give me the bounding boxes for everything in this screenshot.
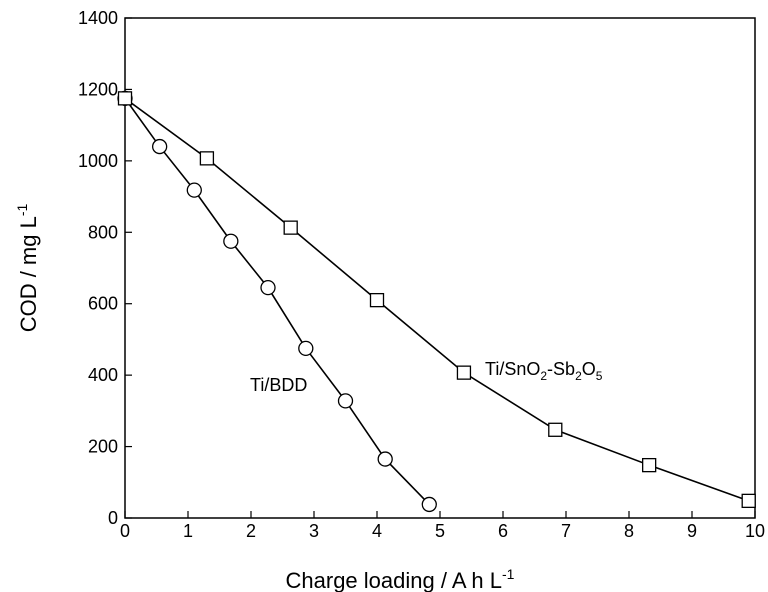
- circle-marker: [421, 496, 437, 513]
- x-tick-label: 9: [687, 521, 697, 541]
- circle-marker: [337, 393, 354, 409]
- x-tick-label: 6: [498, 521, 508, 541]
- ti-sno2-sb2o5-annotation: Ti/SnO2-Sb2O5: [485, 359, 603, 383]
- y-axis-label: COD / mg L-1: [14, 203, 41, 332]
- y-tick-label: 200: [88, 437, 118, 457]
- x-tick-label: 3: [309, 521, 319, 541]
- x-tick-label: 5: [435, 521, 445, 541]
- ti-bdd-annotation: Ti/BDD: [250, 375, 307, 395]
- square-marker: [642, 457, 657, 473]
- y-tick-label: 600: [88, 294, 118, 314]
- y-tick-label: 0: [108, 508, 118, 528]
- circle-marker: [260, 279, 276, 296]
- y-tick-label: 400: [88, 365, 118, 385]
- y-tick-label: 1400: [78, 8, 118, 28]
- axes: [124, 17, 756, 519]
- y-tick-label: 1200: [78, 79, 118, 99]
- square-marker: [548, 422, 563, 437]
- x-tick-label: 2: [246, 521, 256, 541]
- circle-marker: [151, 138, 168, 155]
- circle-marker: [223, 233, 239, 249]
- circle-marker: [298, 340, 314, 357]
- square-marker: [456, 365, 472, 380]
- y-ticks: 0 200 400 600 800 1000 1200 1400: [78, 8, 132, 528]
- y-tick-label: 1000: [78, 151, 118, 171]
- x-ticks: 0 1 2 3 4 5 6 7 8 9 10: [120, 511, 765, 541]
- x-tick-label: 7: [561, 521, 571, 541]
- square-marker: [117, 91, 133, 106]
- x-tick-label: 4: [372, 521, 382, 541]
- x-tick-label: 1: [183, 521, 193, 541]
- square-marker: [369, 292, 385, 308]
- x-tick-label: 10: [745, 521, 765, 541]
- series-line-1: [124, 97, 749, 502]
- y-tick-label: 800: [88, 222, 118, 242]
- series-lines: [124, 97, 749, 505]
- x-tick-label: 8: [624, 521, 634, 541]
- data-markers: [117, 90, 756, 513]
- plot-frame: [124, 17, 756, 519]
- circle-marker: [377, 451, 393, 467]
- square-marker: [283, 220, 298, 235]
- square-marker: [741, 493, 756, 509]
- square-marker: [199, 151, 215, 166]
- x-axis-label: Charge loading / A h L-1: [286, 566, 515, 592]
- circle-marker: [186, 182, 202, 198]
- x-tick-label: 0: [120, 521, 130, 541]
